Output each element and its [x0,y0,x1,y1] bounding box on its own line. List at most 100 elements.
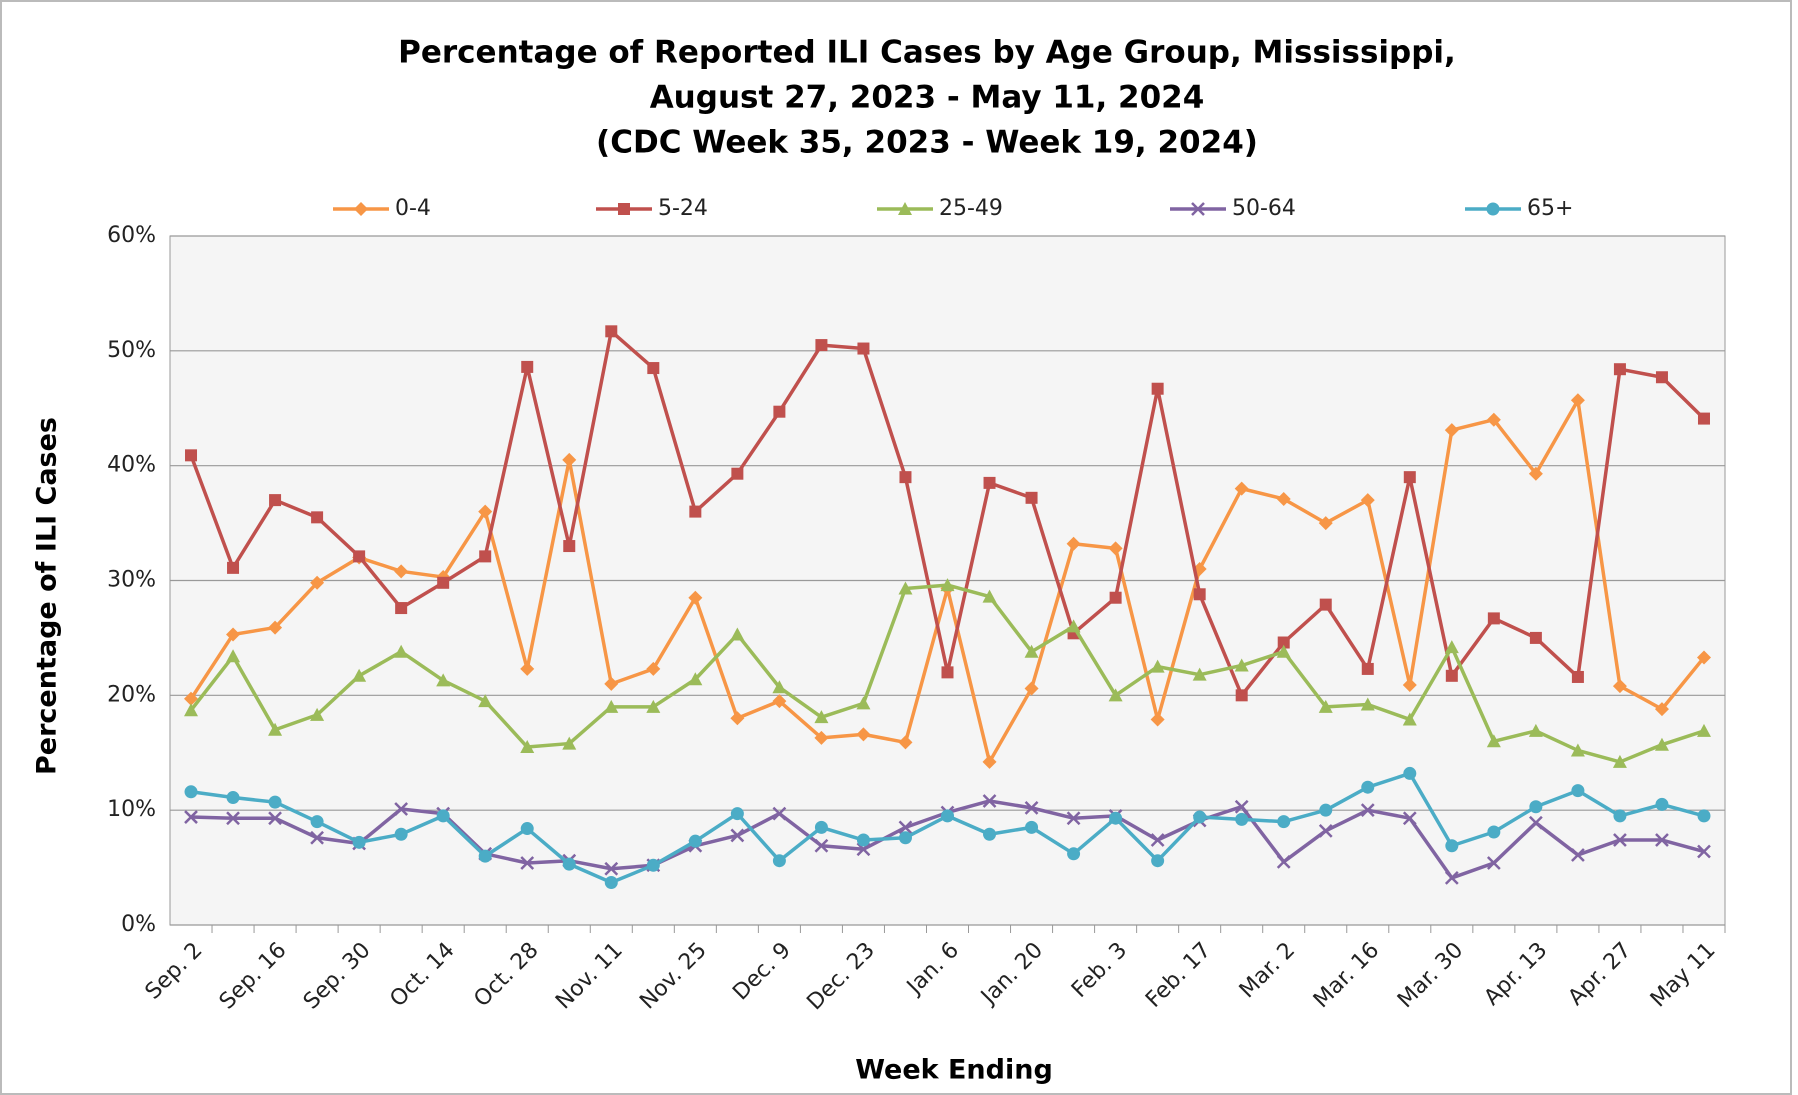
marker [520,822,534,836]
marker [1318,699,1333,713]
marker [184,785,198,799]
marker [436,673,451,687]
marker [1360,697,1375,711]
marker [1655,797,1669,811]
marker [730,627,745,641]
marker [1655,371,1668,384]
marker [814,710,829,724]
marker [604,676,619,691]
marker [394,564,409,579]
marker [1445,839,1459,853]
marker [268,722,283,736]
marker [618,203,630,215]
marker [226,627,241,642]
marker [604,876,618,890]
marker [184,691,199,706]
marker [562,857,576,871]
marker [730,807,744,821]
marker [1486,856,1501,870]
marker [311,511,324,524]
marker [856,833,870,847]
marker [227,561,240,574]
marker [1696,650,1711,665]
marker [310,815,324,829]
marker [688,672,703,686]
marker [1571,848,1585,862]
marker [646,858,660,872]
marker [1570,743,1585,757]
marker [1024,644,1039,658]
marker [520,740,535,754]
marker [646,699,661,713]
marker [1276,644,1291,658]
marker [1403,471,1416,484]
marker [1277,636,1290,649]
marker [479,550,492,563]
marker [1150,659,1165,673]
marker [268,811,282,826]
marker [898,581,913,595]
marker [688,834,702,848]
chart-title: (CDC Week 35, 2023 - Week 19, 2024) [596,125,1258,161]
marker [815,339,828,352]
marker [394,802,409,816]
marker [1570,393,1585,408]
marker [394,644,409,658]
y-tick-label: 50% [107,338,156,363]
marker [731,467,744,480]
marker [604,699,619,713]
marker [730,711,745,726]
marker [1486,202,1500,216]
marker [395,602,408,615]
marker [1528,723,1543,737]
marker [898,831,912,845]
marker [1613,809,1627,823]
y-tick-label: 10% [107,797,156,822]
marker [1361,662,1374,675]
marker [563,540,576,553]
marker [1276,491,1291,506]
marker [1361,780,1375,794]
marker [1025,820,1039,834]
marker [983,476,996,489]
marker [1193,810,1207,824]
chart-title: August 27, 2023 - May 11, 2024 [650,80,1205,116]
marker [1108,688,1123,702]
marker [1319,598,1332,611]
marker [1066,811,1081,826]
marker [1445,669,1458,682]
marker [1402,811,1417,826]
marker [982,589,997,603]
marker [394,827,408,841]
marker [983,827,997,841]
marker [520,856,535,870]
marker [814,820,828,834]
marker [1612,754,1627,768]
marker [268,795,282,809]
marker [1486,734,1501,748]
marker [1234,658,1249,672]
marker [268,620,283,635]
marker [1402,712,1417,726]
marker [1108,541,1123,556]
y-axis-title: Percentage of ILI Cases [32,417,63,775]
marker [898,820,913,835]
marker [310,830,324,845]
marker [941,666,954,679]
marker [1613,363,1626,376]
marker [1193,588,1206,601]
legend-label: 25-49 [939,196,1003,221]
marker [1235,689,1248,702]
marker [226,649,241,663]
marker [184,703,199,717]
marker [1150,712,1165,727]
marker [1024,800,1039,815]
legend-label: 50-64 [1232,196,1296,221]
marker [1109,811,1123,825]
marker [857,342,870,355]
marker [899,471,912,484]
marker [1235,812,1249,826]
marker [353,550,366,563]
marker [478,694,493,708]
marker [1150,833,1165,847]
